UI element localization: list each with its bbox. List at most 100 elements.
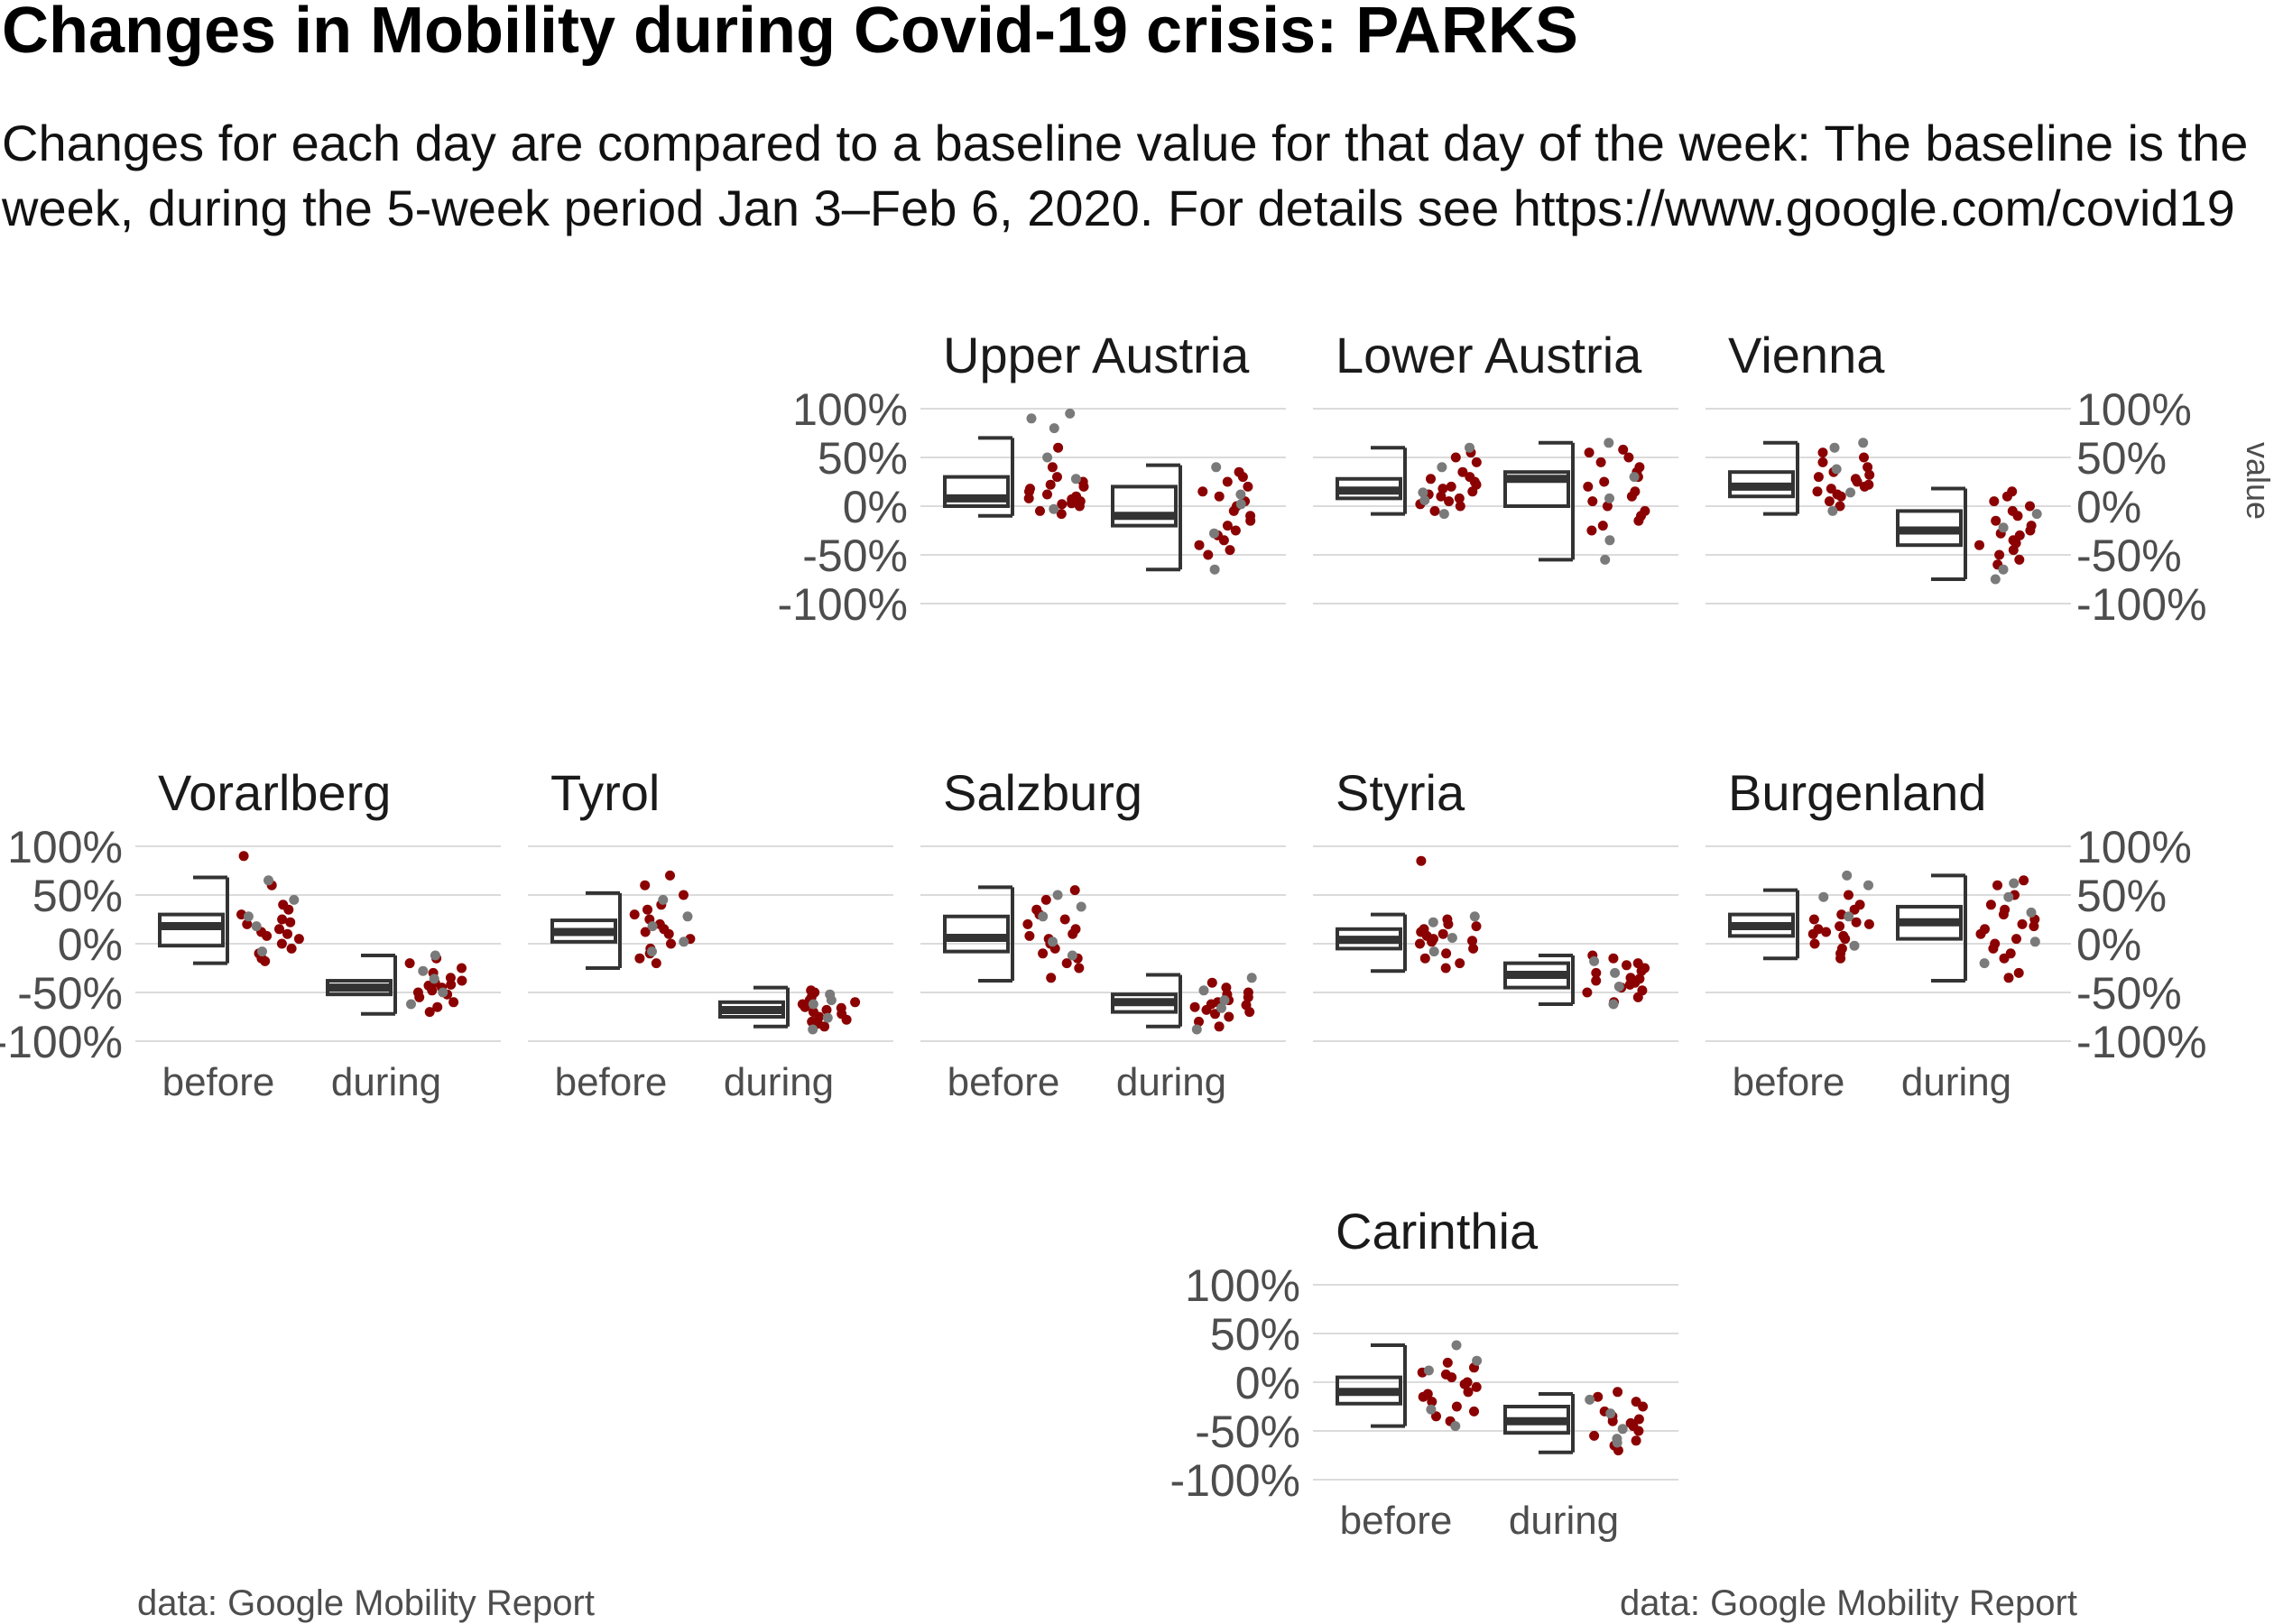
data-point: [1428, 946, 1439, 957]
data-point: [1831, 464, 1842, 475]
data-point: [1597, 521, 1608, 531]
data-point: [2003, 973, 2014, 983]
data-point: [1998, 522, 2009, 533]
data-point: [445, 973, 456, 983]
secondary-y-tick-label: 50%: [2076, 871, 2167, 921]
data-point: [1989, 496, 2000, 507]
y-tick-label: -50%: [17, 968, 123, 1019]
facet-strip-label: Burgenland: [1728, 764, 1986, 821]
data-point: [1631, 1435, 1641, 1446]
data-point: [1591, 975, 1602, 986]
data-point: [1850, 474, 1861, 484]
data-point: [2029, 937, 2040, 947]
secondary-y-tick-label: -50%: [2076, 968, 2182, 1019]
data-point: [1419, 953, 1430, 964]
data-point: [1465, 472, 1475, 483]
data-point: [1059, 914, 1070, 925]
data-point: [2026, 907, 2037, 918]
data-point: [251, 921, 262, 932]
data-point: [1049, 503, 1059, 514]
facet-panel: Styria: [1313, 764, 1678, 1042]
data-point: [282, 928, 292, 939]
data-point: [2014, 554, 2025, 565]
data-point: [1197, 486, 1208, 497]
data-point: [1827, 505, 1838, 516]
data-point: [1835, 921, 1845, 932]
x-tick-label-during: during: [1901, 1060, 2011, 1104]
data-point: [1422, 1389, 1433, 1399]
data-point: [1440, 963, 1451, 973]
data-point: [1418, 487, 1428, 498]
data-point: [1589, 1430, 1600, 1441]
secondary-y-tick-label: -50%: [2076, 531, 2182, 581]
data-point: [1049, 423, 1059, 434]
data-point: [821, 1004, 832, 1015]
data-point: [1022, 918, 1033, 929]
data-point: [1467, 936, 1477, 946]
data-point: [2007, 486, 2018, 497]
data-point: [808, 999, 818, 1010]
facet-panel: Tyrol before during: [528, 764, 893, 1104]
secondary-y-tick-label: 100%: [2076, 384, 2192, 435]
data-point: [1224, 1011, 1234, 1022]
y-tick-label: 0%: [843, 482, 908, 532]
data-point: [1863, 479, 1874, 490]
data-point: [1045, 479, 1056, 490]
data-point: [1203, 549, 1214, 560]
data-point: [634, 953, 645, 964]
facet-strip-label: Carinthia: [1336, 1203, 1539, 1260]
y-tick-label: 100%: [7, 822, 123, 872]
data-point: [1586, 525, 1597, 536]
facet-panel: Lower Austria: [1313, 327, 1678, 604]
data-point: [1622, 960, 1632, 971]
data-point: [1416, 855, 1427, 866]
data-point: [1246, 973, 1257, 983]
data-point: [1612, 1434, 1622, 1444]
data-point: [457, 975, 467, 986]
data-point: [1234, 466, 1244, 477]
data-point: [260, 955, 271, 966]
data-point: [1206, 977, 1217, 988]
data-point: [1057, 499, 1068, 510]
data-point: [1859, 452, 1869, 463]
x-tick-label-before: before: [162, 1060, 275, 1104]
data-point: [1835, 501, 1845, 512]
facet-panel: Salzburg before during: [920, 764, 1286, 1104]
data-point: [2026, 521, 2037, 531]
data-point: [1067, 950, 1077, 961]
x-tick-label-during: during: [331, 1060, 441, 1104]
data-point: [1979, 958, 1990, 969]
data-point: [1442, 914, 1453, 925]
data-point: [438, 987, 448, 998]
data-point: [1589, 955, 1600, 966]
data-point: [1469, 1406, 1479, 1416]
data-point: [1851, 917, 1862, 927]
data-point: [423, 980, 434, 991]
data-point: [1427, 1397, 1437, 1407]
data-point: [274, 924, 284, 935]
data-point: [1450, 1421, 1461, 1432]
facet-strip-label: Tyrol: [550, 764, 660, 821]
data-point: [665, 870, 675, 881]
data-point: [1042, 489, 1052, 500]
data-point: [1428, 917, 1438, 927]
data-point: [807, 1016, 818, 1027]
data-point: [1817, 448, 1828, 458]
data-point: [257, 946, 267, 957]
data-point: [666, 938, 676, 949]
data-point: [1599, 476, 1610, 487]
data-point: [1600, 554, 1611, 565]
data-point: [1436, 491, 1447, 502]
data-point: [412, 987, 423, 998]
data-point: [278, 900, 289, 910]
facet-strip-label: Salzburg: [943, 764, 1142, 821]
data-point: [1459, 1379, 1470, 1389]
data-point: [682, 911, 693, 922]
data-point: [1209, 528, 1219, 539]
data-point: [242, 918, 253, 929]
data-point: [1826, 484, 1836, 494]
data-point: [1631, 1397, 1641, 1407]
secondary-y-tick-label: 100%: [2076, 822, 2192, 872]
data-point: [1194, 540, 1205, 550]
data-point: [1074, 963, 1085, 973]
